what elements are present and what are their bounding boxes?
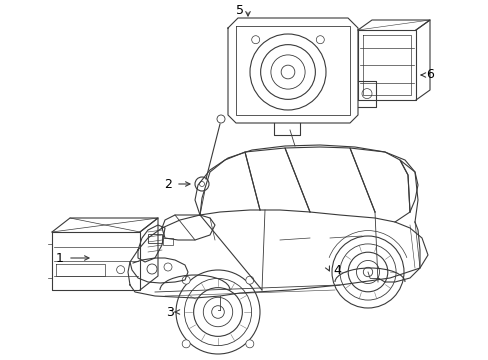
Circle shape [260,45,315,99]
Text: 3: 3 [166,306,174,319]
Text: 6: 6 [425,68,433,81]
Circle shape [363,267,372,277]
Circle shape [184,278,251,346]
Circle shape [176,270,260,354]
Circle shape [199,181,204,186]
Circle shape [245,340,253,348]
Circle shape [182,276,190,284]
Circle shape [211,306,224,318]
Text: 5: 5 [236,4,244,17]
Circle shape [331,236,403,308]
Circle shape [193,288,242,336]
Circle shape [249,34,325,110]
Text: 2: 2 [164,177,172,190]
Circle shape [217,115,224,123]
Text: 4: 4 [332,264,340,276]
Bar [148,234,162,243]
Circle shape [281,65,294,79]
Circle shape [195,177,208,191]
Circle shape [251,36,259,44]
Circle shape [203,297,232,327]
Circle shape [316,36,324,44]
Text: 1: 1 [56,252,64,265]
Circle shape [117,266,124,274]
Circle shape [270,55,305,89]
Circle shape [356,261,379,284]
Circle shape [245,276,253,284]
Circle shape [339,244,395,300]
Circle shape [361,89,371,99]
Circle shape [347,252,387,292]
Circle shape [147,264,157,274]
Circle shape [163,263,172,271]
Circle shape [182,340,190,348]
Bar [163,238,173,245]
